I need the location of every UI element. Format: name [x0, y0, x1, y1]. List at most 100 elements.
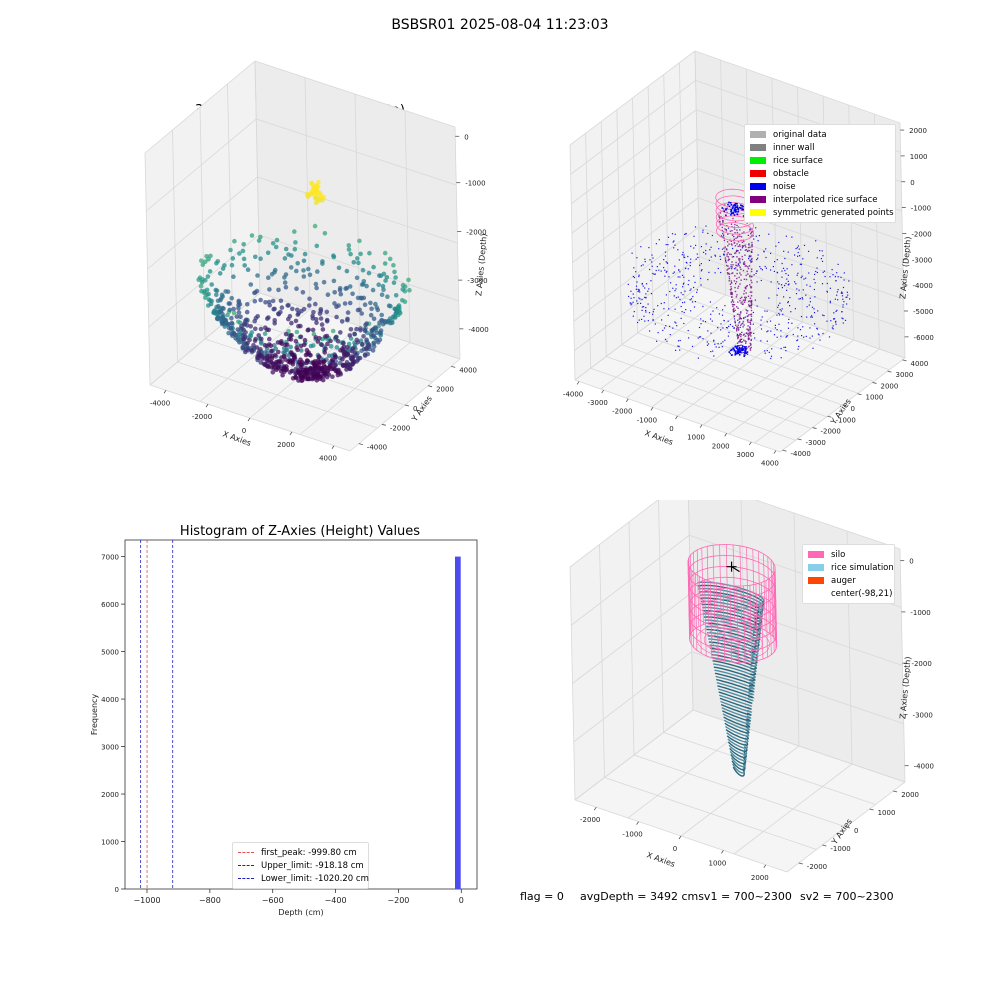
p4-z-tick-label: -2000: [911, 660, 931, 668]
p1-y-tick: [358, 443, 363, 446]
noise-point: [749, 259, 751, 261]
scatter-point: [231, 310, 237, 316]
noise-point: [732, 347, 734, 349]
noise-point: [646, 283, 648, 285]
p2-y-tick: [842, 404, 847, 407]
noise-point: [633, 267, 635, 269]
scatter-point: [322, 350, 328, 355]
noise-point: [737, 342, 739, 344]
scatter-point: [269, 360, 275, 365]
scatter-point: [366, 342, 372, 348]
scatter-point: [248, 282, 254, 287]
p2-z-tick-label: -1000: [911, 205, 931, 213]
rice-surface-line: [714, 669, 756, 684]
p2-y-tick-label: -4000: [791, 450, 811, 458]
noise-point: [844, 319, 847, 321]
interpolated-point: [750, 279, 752, 282]
panel4-legend: silo rice simulation auger center(-98,21…: [802, 544, 895, 604]
scatter-point: [368, 332, 374, 337]
interpolated-point: [729, 230, 732, 232]
legend-label: rice surface: [773, 155, 823, 166]
scatter-point: [305, 327, 311, 333]
noise-point: [785, 235, 787, 237]
noise-point: [821, 250, 823, 252]
noise-point: [728, 201, 730, 204]
noise-point: [781, 308, 783, 310]
noise-point: [826, 291, 828, 293]
interpolated-point: [731, 244, 733, 246]
noise-point: [829, 276, 831, 278]
scatter-point: [348, 251, 353, 257]
noise-point: [770, 330, 772, 332]
interpolated-point: [750, 261, 752, 263]
silo-line: [722, 584, 726, 662]
noise-point: [743, 351, 745, 354]
scatter-point: [258, 326, 264, 332]
interpolated-point: [724, 228, 726, 230]
scatter-point: [325, 341, 330, 347]
scatter-point: [359, 311, 365, 316]
noise-point: [636, 281, 638, 283]
interpolated-point: [750, 304, 752, 307]
interpolated-point: [745, 274, 747, 277]
interpolated-point: [739, 316, 741, 318]
noise-point: [780, 310, 782, 312]
noise-point: [648, 247, 650, 249]
scatter-point: [255, 273, 260, 278]
noise-point: [706, 341, 708, 343]
legend-item-auger: auger: [808, 574, 889, 587]
noise-point: [846, 291, 848, 293]
scatter-point: [319, 342, 324, 348]
interpolated-point: [737, 241, 740, 243]
noise-point: [735, 208, 737, 211]
scatter-point: [249, 348, 255, 353]
scatter-point: [323, 334, 328, 339]
scatter-point: [277, 359, 282, 365]
noise-point: [727, 227, 730, 229]
noise-point: [775, 245, 777, 247]
noise-point: [797, 348, 799, 350]
noise-point: [734, 208, 736, 210]
p4-x-tick: [721, 850, 724, 854]
interpolated-point: [737, 324, 739, 326]
scatter-point: [381, 287, 386, 293]
scatter-point: [319, 322, 325, 327]
interpolated-point: [747, 295, 750, 297]
noise-point: [647, 320, 649, 322]
noise-point: [686, 262, 688, 264]
noise-point: [677, 276, 679, 278]
scatter-point: [385, 294, 390, 300]
interpolated-point: [751, 291, 753, 293]
noise-point: [837, 289, 839, 291]
noise-point: [732, 206, 734, 208]
noise-point: [753, 238, 755, 240]
scatter-point: [370, 287, 376, 293]
noise-point: [724, 305, 726, 307]
legend-item-upper-limit: Upper_limit: -918.18 cm: [238, 859, 364, 872]
noise-point: [725, 209, 727, 211]
noise-point: [737, 345, 739, 347]
noise-point: [829, 302, 831, 304]
p4-z-tick-label: -3000: [913, 711, 933, 719]
noise-point: [663, 302, 665, 304]
scatter-point: [378, 273, 384, 279]
scatter-point: [279, 305, 285, 310]
noise-point: [707, 232, 709, 234]
noise-point: [774, 324, 776, 326]
noise-point: [720, 323, 722, 325]
scatter-point: [241, 327, 247, 333]
noise-point: [695, 244, 697, 246]
interpolated-point: [727, 252, 729, 254]
noise-point: [638, 290, 640, 292]
noise-point: [725, 208, 727, 210]
scatter-point: [294, 286, 299, 292]
interpolated-point: [731, 234, 734, 236]
noise-point: [722, 341, 724, 343]
interpolated-point: [727, 268, 729, 270]
silo-line: [688, 557, 691, 635]
scatter-point: [351, 359, 357, 365]
noise-point: [757, 254, 759, 256]
noise-point: [741, 204, 743, 207]
noise-point: [734, 346, 736, 348]
noise-point: [697, 357, 699, 359]
